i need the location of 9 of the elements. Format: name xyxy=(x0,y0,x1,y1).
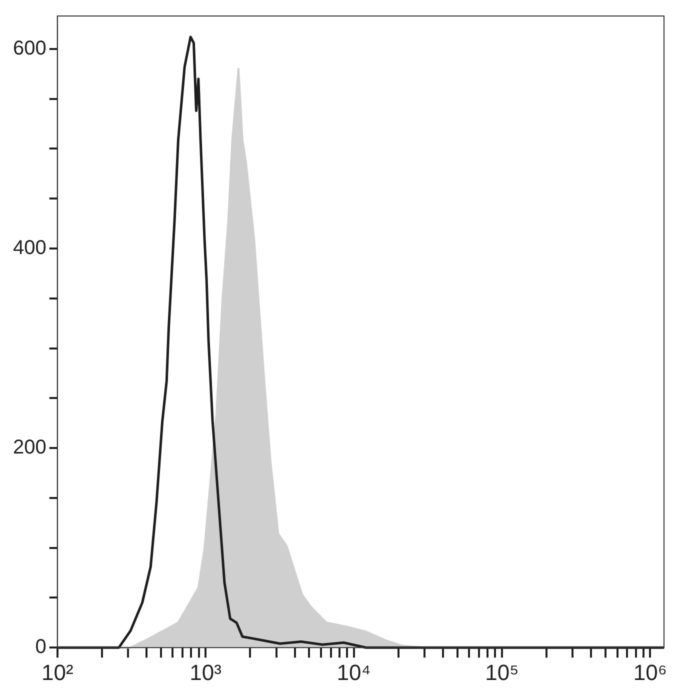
y-tick-label: 600 xyxy=(12,37,46,60)
x-tick-label: 10⁶ xyxy=(633,660,667,685)
y-tick-label: 0 xyxy=(35,636,46,658)
x-tick-label: 10⁴ xyxy=(336,660,371,685)
y-tick-label: 200 xyxy=(12,436,46,459)
x-tick-label: 10⁵ xyxy=(485,660,519,685)
x-tick-label: 10² xyxy=(41,660,74,685)
y-tick-label: 400 xyxy=(12,237,46,259)
x-tick-label: 10³ xyxy=(190,660,222,685)
